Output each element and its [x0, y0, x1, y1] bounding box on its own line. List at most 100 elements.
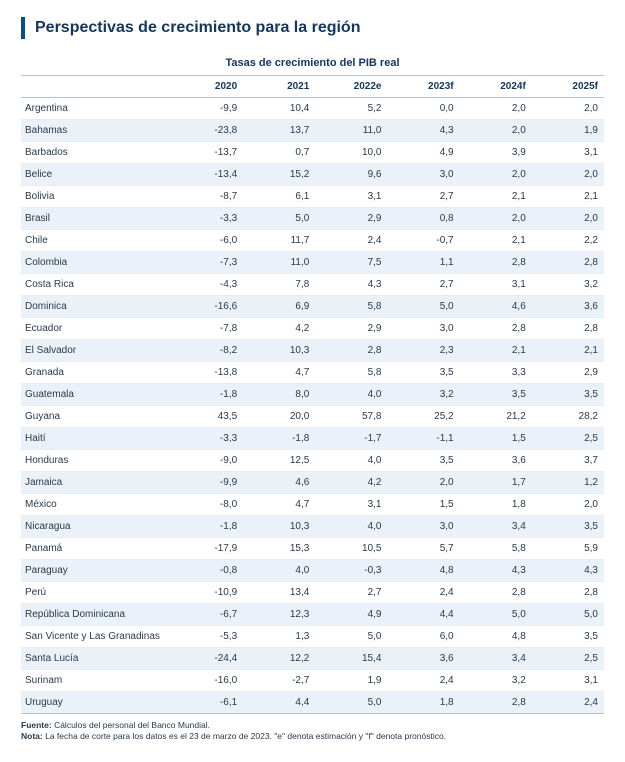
cell-country: San Vicente y Las Granadinas: [21, 626, 171, 648]
cell-value: 2,8: [460, 252, 532, 274]
cell-value: 5,0: [532, 604, 604, 626]
cell-value: 2,0: [532, 98, 604, 120]
table-row: Argentina-9,910,45,20,02,02,0: [21, 98, 604, 120]
footnote-line-fuente: Fuente: Cálculos del personal del Banco …: [21, 720, 604, 731]
cell-value: 3,2: [532, 274, 604, 296]
cell-value: 3,5: [387, 362, 459, 384]
cell-country: Argentina: [21, 98, 171, 120]
cell-value: -17,9: [171, 538, 243, 560]
cell-value: 15,4: [315, 648, 387, 670]
table-row: Haití-3,3-1,8-1,7-1,11,52,5: [21, 428, 604, 450]
cell-value: 1,9: [315, 670, 387, 692]
cell-value: 10,5: [315, 538, 387, 560]
cell-value: 4,0: [315, 516, 387, 538]
cell-value: 2,0: [460, 164, 532, 186]
cell-country: México: [21, 494, 171, 516]
title-accent-bar: [21, 17, 25, 39]
cell-value: 4,8: [460, 626, 532, 648]
cell-value: 43,5: [171, 406, 243, 428]
cell-value: -6,0: [171, 230, 243, 252]
cell-value: -23,8: [171, 120, 243, 142]
cell-value: 2,8: [532, 582, 604, 604]
cell-value: -0,3: [315, 560, 387, 582]
cell-country: Jamaica: [21, 472, 171, 494]
cell-value: 12,2: [243, 648, 315, 670]
cell-value: 57,8: [315, 406, 387, 428]
cell-country: Honduras: [21, 450, 171, 472]
cell-value: -24,4: [171, 648, 243, 670]
cell-value: 1,8: [387, 692, 459, 714]
cell-value: 4,3: [387, 120, 459, 142]
cell-value: 4,2: [315, 472, 387, 494]
cell-value: 2,1: [532, 340, 604, 362]
cell-value: 2,0: [460, 120, 532, 142]
col-header-year: 2020: [171, 76, 243, 98]
cell-value: 4,0: [315, 384, 387, 406]
cell-value: 3,7: [532, 450, 604, 472]
cell-value: -9,9: [171, 472, 243, 494]
cell-value: 5,0: [387, 296, 459, 318]
col-header-year: 2024f: [460, 76, 532, 98]
table-row: Bahamas-23,813,711,04,32,01,9: [21, 120, 604, 142]
cell-value: 4,9: [387, 142, 459, 164]
cell-value: 4,0: [243, 560, 315, 582]
cell-value: 4,0: [315, 450, 387, 472]
cell-value: -3,3: [171, 428, 243, 450]
cell-value: 20,0: [243, 406, 315, 428]
cell-value: 6,0: [387, 626, 459, 648]
cell-value: -9,0: [171, 450, 243, 472]
cell-value: 2,4: [315, 230, 387, 252]
cell-country: Paraguay: [21, 560, 171, 582]
cell-value: 3,1: [315, 494, 387, 516]
table-body: Argentina-9,910,45,20,02,02,0Bahamas-23,…: [21, 98, 604, 714]
cell-country: Barbados: [21, 142, 171, 164]
cell-value: 4,6: [460, 296, 532, 318]
cell-value: -0,8: [171, 560, 243, 582]
cell-country: República Dominicana: [21, 604, 171, 626]
cell-value: 2,1: [460, 230, 532, 252]
cell-value: 2,4: [387, 582, 459, 604]
cell-value: 2,9: [532, 362, 604, 384]
cell-country: Guyana: [21, 406, 171, 428]
cell-country: Dominica: [21, 296, 171, 318]
table-row: Perú-10,913,42,72,42,82,8: [21, 582, 604, 604]
cell-value: 4,3: [315, 274, 387, 296]
table-row: Bolivia-8,76,13,12,72,12,1: [21, 186, 604, 208]
cell-country: Bolivia: [21, 186, 171, 208]
cell-value: 6,9: [243, 296, 315, 318]
cell-value: 5,8: [315, 296, 387, 318]
cell-value: 5,2: [315, 98, 387, 120]
cell-value: 4,7: [243, 494, 315, 516]
cell-value: 3,5: [387, 450, 459, 472]
col-header-year: 2022e: [315, 76, 387, 98]
table-row: Nicaragua-1,810,34,03,03,43,5: [21, 516, 604, 538]
footnote-text-fuente: Cálculos del personal del Banco Mundial.: [52, 720, 210, 730]
cell-value: 3,1: [315, 186, 387, 208]
cell-value: 3,5: [532, 384, 604, 406]
table-row: Chile-6,011,72,4-0,72,12,2: [21, 230, 604, 252]
cell-value: 10,3: [243, 340, 315, 362]
cell-value: 2,5: [532, 648, 604, 670]
table-row: Ecuador-7,84,22,93,02,82,8: [21, 318, 604, 340]
cell-value: 2,2: [532, 230, 604, 252]
footnote-label-fuente: Fuente:: [21, 720, 52, 730]
cell-value: 13,7: [243, 120, 315, 142]
cell-value: 4,2: [243, 318, 315, 340]
cell-value: -1,1: [387, 428, 459, 450]
table-row: Granada-13,84,75,83,53,32,9: [21, 362, 604, 384]
cell-value: 5,0: [315, 626, 387, 648]
table-row: Costa Rica-4,37,84,32,73,13,2: [21, 274, 604, 296]
cell-value: -13,8: [171, 362, 243, 384]
cell-value: -1,8: [171, 384, 243, 406]
cell-value: 2,7: [387, 186, 459, 208]
cell-value: 3,2: [387, 384, 459, 406]
cell-value: -8,0: [171, 494, 243, 516]
cell-value: 10,3: [243, 516, 315, 538]
cell-value: 4,6: [243, 472, 315, 494]
cell-value: -7,8: [171, 318, 243, 340]
cell-value: 3,0: [387, 318, 459, 340]
table-subtitle: Tasas de crecimiento del PIB real: [21, 57, 604, 69]
cell-country: Guatemala: [21, 384, 171, 406]
cell-value: 1,2: [532, 472, 604, 494]
cell-value: 2,0: [460, 98, 532, 120]
